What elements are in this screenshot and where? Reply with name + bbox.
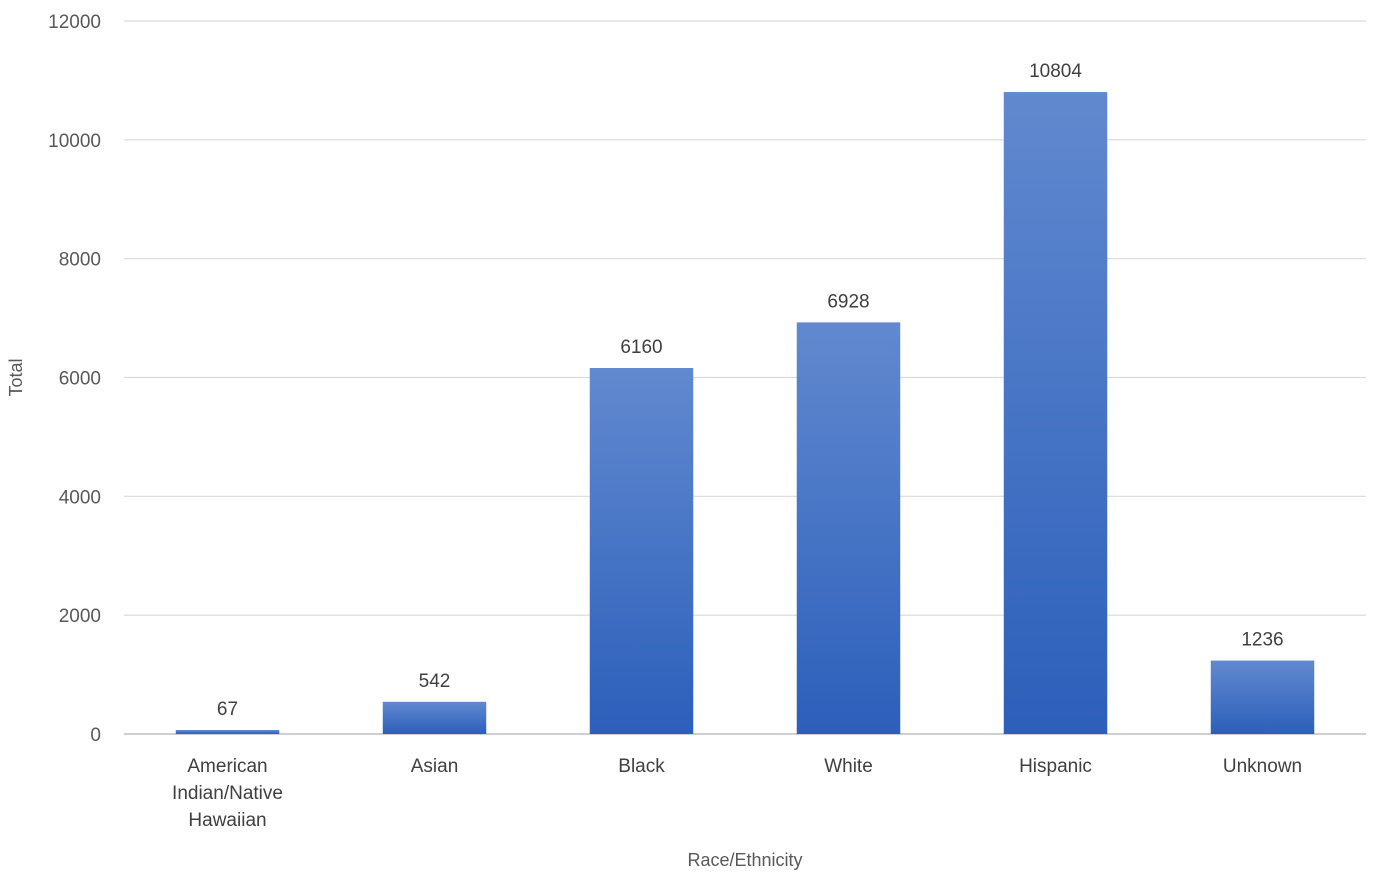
y-tick-label: 4000 (59, 487, 101, 508)
y-tick-label: 10000 (48, 131, 101, 152)
x-tick-label: Black (618, 756, 665, 777)
y-axis-title: Total (6, 358, 26, 396)
x-tick-label: American Indian/Native Hawaiian (172, 756, 283, 831)
bars (175, 92, 1315, 735)
data-label: 542 (419, 671, 451, 692)
bar (589, 367, 694, 734)
x-tick-label: Asian (411, 756, 459, 777)
data-label: 6928 (827, 291, 869, 312)
x-tick-label: Hispanic (1019, 756, 1092, 777)
y-tick-label: 0 (90, 725, 101, 746)
x-axis-title: Race/Ethnicity (687, 850, 802, 870)
bar (175, 730, 280, 734)
y-tick-label: 12000 (48, 12, 101, 33)
y-tick-label: 6000 (59, 369, 101, 390)
data-label: 6160 (620, 337, 662, 358)
y-tick-label: 2000 (59, 606, 101, 627)
data-label: 67 (217, 699, 238, 720)
bar (796, 322, 901, 734)
bar (1210, 660, 1315, 734)
x-axis-categories: American Indian/Native Hawaiian Asian Black W… (172, 756, 1302, 831)
x-tick-label: Unknown (1223, 756, 1302, 777)
data-labels: 67 542 6160 6928 10804 1236 (217, 61, 1284, 720)
y-tick-label: 8000 (59, 250, 101, 271)
gridlines (124, 20, 1366, 735)
data-label: 10804 (1029, 61, 1082, 82)
x-tick-label: White (824, 756, 873, 777)
data-label: 1236 (1241, 630, 1283, 651)
bar (1003, 92, 1108, 735)
bar (382, 701, 487, 734)
y-axis-ticks: 0 2000 4000 6000 8000 10000 12000 (48, 12, 101, 746)
